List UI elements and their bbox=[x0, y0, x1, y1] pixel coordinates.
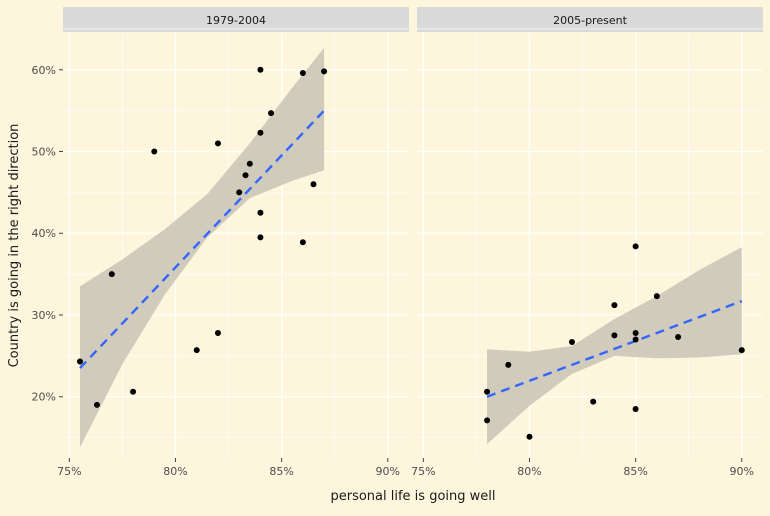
data-point bbox=[611, 302, 618, 309]
y-tick-label: 30% bbox=[32, 309, 56, 322]
confidence-band bbox=[487, 247, 742, 445]
x-tick-label: 90% bbox=[376, 465, 400, 478]
data-point bbox=[214, 140, 221, 147]
x-tick-label: 90% bbox=[730, 465, 754, 478]
data-point bbox=[321, 68, 328, 75]
data-point bbox=[193, 347, 200, 354]
data-point bbox=[590, 398, 597, 405]
data-point bbox=[214, 329, 221, 336]
data-point bbox=[299, 239, 306, 246]
y-tick-label: 20% bbox=[32, 391, 56, 404]
data-point bbox=[246, 160, 253, 167]
y-tick-label: 50% bbox=[32, 146, 56, 159]
data-point bbox=[505, 361, 512, 368]
data-point bbox=[257, 209, 264, 216]
data-point bbox=[568, 338, 575, 345]
data-point bbox=[526, 433, 533, 440]
facet-strip-label: 1979-2004 bbox=[206, 14, 266, 27]
facet-panel-1: 1979-2004 75% 80% 85% 90% bbox=[57, 7, 409, 478]
x-tick-label: 80% bbox=[163, 465, 187, 478]
facet-panel-2: 2005-present 75% 80% 85% 90% bbox=[411, 7, 763, 478]
data-point bbox=[257, 129, 264, 136]
data-point bbox=[310, 181, 317, 188]
data-point bbox=[632, 329, 639, 336]
y-tick-label: 40% bbox=[32, 227, 56, 240]
data-point bbox=[632, 243, 639, 250]
data-point bbox=[242, 172, 249, 179]
x-axis-title: personal life is going well bbox=[330, 489, 495, 504]
data-point bbox=[130, 388, 137, 395]
data-point bbox=[108, 271, 115, 278]
data-point bbox=[484, 417, 491, 424]
x-tick-label: 75% bbox=[57, 465, 81, 478]
data-point bbox=[738, 347, 745, 354]
data-point bbox=[151, 148, 158, 155]
data-point bbox=[257, 66, 264, 73]
y-tick-label: 60% bbox=[32, 64, 56, 77]
data-point bbox=[93, 401, 100, 408]
data-point bbox=[257, 234, 264, 241]
data-point bbox=[632, 336, 639, 343]
data-point bbox=[236, 189, 243, 196]
x-tick-label: 75% bbox=[411, 465, 435, 478]
data-point bbox=[675, 334, 682, 341]
facet-strip bbox=[63, 7, 409, 32]
data-point bbox=[268, 110, 275, 117]
x-tick-label: 85% bbox=[269, 465, 293, 478]
trend-line bbox=[486, 299, 743, 398]
data-point bbox=[611, 332, 618, 339]
confidence-band bbox=[79, 47, 325, 448]
y-axis-title: Country is going in the right direction bbox=[7, 124, 22, 368]
data-point bbox=[76, 358, 83, 365]
facet-strip bbox=[417, 7, 763, 32]
data-point bbox=[484, 388, 491, 395]
data-point bbox=[632, 405, 639, 412]
data-point bbox=[653, 293, 660, 300]
facet-strip-label: 2005-present bbox=[553, 14, 627, 27]
x-tick-label: 80% bbox=[517, 465, 541, 478]
data-point bbox=[299, 70, 306, 77]
x-tick-label: 85% bbox=[623, 465, 647, 478]
